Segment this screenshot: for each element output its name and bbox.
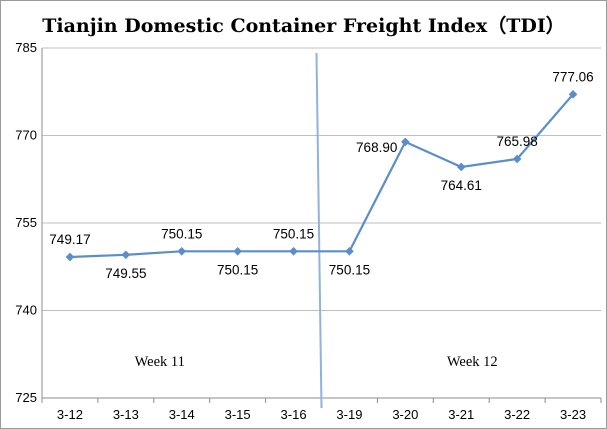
y-tick-label-725: 725 bbox=[15, 390, 37, 405]
data-label-3-22: 765.98 bbox=[497, 134, 538, 149]
data-point-3-15 bbox=[233, 246, 242, 256]
week-divider-line bbox=[315, 52, 323, 409]
x-tick-label-3-14: 3-14 bbox=[169, 407, 195, 422]
data-point-3-16 bbox=[289, 246, 298, 256]
data-label-3-12: 749.17 bbox=[49, 232, 90, 247]
y-tick-label-755: 755 bbox=[15, 215, 37, 230]
week-11-annotation: Week 11 bbox=[135, 354, 185, 370]
data-point-3-22 bbox=[512, 154, 522, 164]
data-point-3-12 bbox=[65, 252, 75, 262]
x-tick-label-3-16: 3-16 bbox=[281, 407, 307, 422]
data-label-3-23: 777.06 bbox=[552, 69, 593, 84]
data-label-3-14: 750.15 bbox=[161, 226, 202, 241]
data-label-3-16: 750.15 bbox=[273, 226, 314, 241]
chart-title: Tianjin Domestic Container Freight Index… bbox=[42, 15, 565, 37]
x-tick-label-3-22: 3-22 bbox=[504, 407, 530, 422]
data-point-3-23 bbox=[568, 90, 578, 99]
data-point-3-21 bbox=[456, 162, 466, 172]
y-tick-label-740: 740 bbox=[15, 303, 37, 318]
x-tick-label-3-23: 3-23 bbox=[560, 407, 586, 422]
x-tick-label-3-15: 3-15 bbox=[225, 407, 251, 422]
x-tick-label-3-13: 3-13 bbox=[113, 407, 139, 422]
data-point-3-20 bbox=[401, 137, 410, 147]
y-tick-label-770: 770 bbox=[15, 128, 37, 143]
x-tick-label-3-12: 3-12 bbox=[57, 407, 83, 422]
data-label-3-20: 768.90 bbox=[356, 140, 397, 155]
week-12-annotation: Week 12 bbox=[447, 354, 498, 370]
data-label-3-21: 764.61 bbox=[441, 178, 482, 193]
data-label-3-13: 749.55 bbox=[105, 266, 146, 281]
x-tick-label-3-21: 3-21 bbox=[448, 407, 474, 422]
data-point-3-19 bbox=[345, 246, 354, 256]
x-tick-label-3-20: 3-20 bbox=[392, 407, 418, 422]
data-point-3-13 bbox=[121, 250, 131, 260]
y-tick-label-785: 785 bbox=[15, 40, 37, 55]
x-tick-label-3-19: 3-19 bbox=[336, 407, 362, 422]
data-point-3-14 bbox=[177, 246, 187, 256]
data-label-3-19: 750.15 bbox=[329, 262, 370, 277]
data-label-3-15: 750.15 bbox=[217, 262, 258, 277]
series-line bbox=[69, 93, 574, 259]
